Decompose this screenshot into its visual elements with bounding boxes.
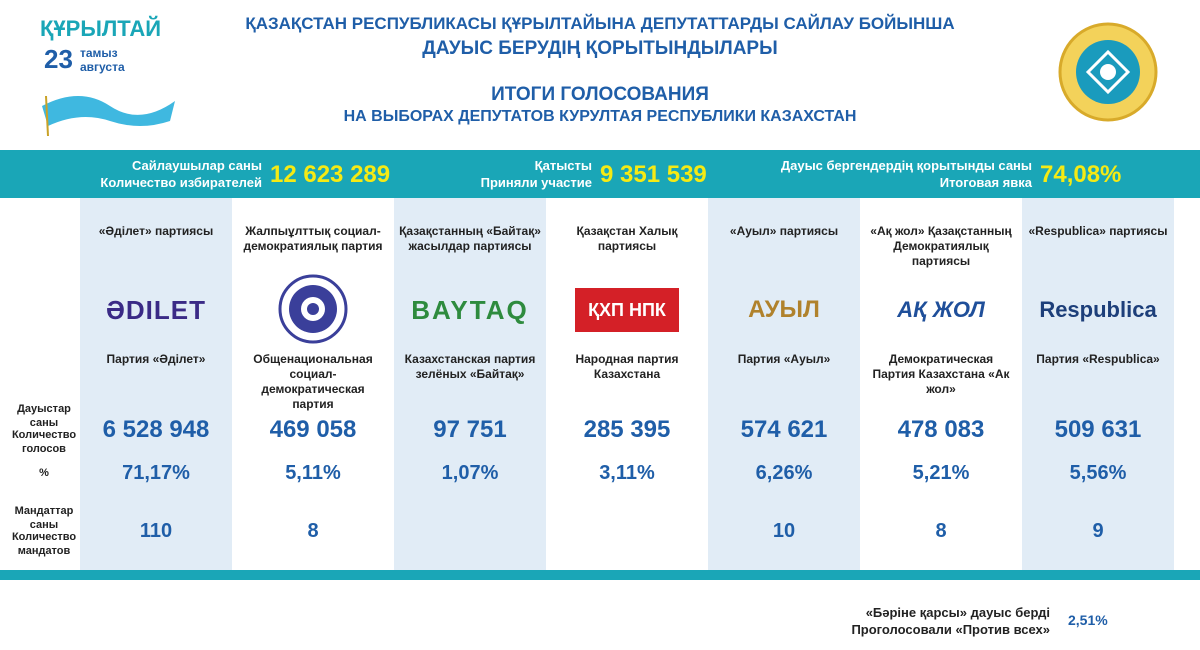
row-label: Дауыстар саны (17, 403, 71, 429)
row-label: % (39, 467, 49, 479)
party-mandates: 110 (139, 520, 173, 542)
party-percent: 5,56% (1069, 462, 1127, 484)
logo-day: 23 (44, 44, 73, 74)
row-label: Количество мандатов (11, 531, 77, 557)
party-name-ru: Казахстанская партия зелёных «Байтақ» (404, 352, 536, 381)
party-logo: BAYTAQ (411, 294, 529, 325)
party-logo: ӘDILET (106, 294, 206, 325)
party-column: «Ақ жол» Қазақстанның Демократиялық парт… (865, 198, 1017, 570)
against-all-label: «Бәріне қарсы» дауыс берді (865, 605, 1050, 620)
party-votes: 478 083 (897, 416, 985, 443)
party-mandates: 8 (307, 520, 319, 542)
title: НА ВЫБОРАХ ДЕПУТАТОВ КУРУЛТАЯ РЕСПУБЛИКИ… (343, 108, 857, 125)
party-logo: ҚХП НПК (575, 288, 679, 332)
summary-value: 9 351 539 (600, 161, 707, 188)
party-mandates: 9 (1092, 520, 1104, 542)
party-percent: 6,26% (755, 462, 813, 484)
summary-label: Приняли участие (480, 175, 592, 190)
party-logo: Respublica (1039, 297, 1157, 322)
party-logo (278, 274, 348, 344)
summary-value: 74,08% (1040, 161, 1122, 188)
party-logo: АҚ ЖОЛ (897, 297, 985, 322)
party-column: Қазақстан Халық партиясы ҚХП НПК Народная … (551, 198, 703, 570)
logo-month: тамыз (80, 46, 118, 60)
party-percent: 3,11% (599, 462, 655, 484)
party-percent: 1,07% (441, 462, 499, 484)
against-all-label: Проголосовали «Против всех» (851, 622, 1050, 637)
party-votes: 285 395 (583, 416, 671, 443)
summary-value: 12 623 289 (270, 161, 391, 188)
logo-word: ҚҰРЫЛТАЙ (40, 16, 162, 41)
divider (0, 570, 1200, 580)
party-name-kz: «Ауыл» партиясы (729, 224, 839, 238)
party-name-kz: «Әділет» партиясы (98, 224, 214, 238)
party-name-kz: «Respublica» партиясы (1028, 224, 1168, 238)
summary-label: Сайлаушылар саны (131, 158, 262, 173)
party-votes: 509 631 (1054, 416, 1142, 443)
party-column: «Respublica» партиясы Respublica Партия «R… (1022, 198, 1174, 570)
party-logo: АУЫЛ (748, 296, 820, 323)
party-column: «Ауыл» партиясы АУЫЛ Партия «Ауыл» 574 621 6… (708, 198, 860, 570)
title: ДАУЫС БЕРУДІҢ ҚОРЫТЫНДЫЛАРЫ (422, 38, 778, 59)
summary-label: Количество избирателей (100, 175, 262, 190)
party-name-ru: Демократическая Партия Казахстана «Ак жо… (872, 352, 1010, 396)
party-name-ru: Партия «Ауыл» (737, 352, 831, 366)
party-name-kz: Қазақстан Халық партиясы (576, 224, 678, 253)
summary-label: Қатысты (534, 158, 592, 173)
row-label: Количество голосов (11, 429, 77, 455)
title: ҚАЗАҚСТАН РЕСПУБЛИКАСЫ ҚҰРЫЛТАЙЫНА ДЕПУТ… (245, 14, 955, 33)
party-column: Жалпыұлттық социал-демократиялық партия О… (237, 198, 389, 570)
party-name-kz: Қазақстанның «Байтақ» жасылдар партиясы (399, 224, 541, 253)
party-column: «Әділет» партиясы ӘDILET Партия «Әділет» 6 … (80, 198, 232, 570)
party-name-ru: Партия «Respublica» (1036, 352, 1160, 366)
title: ИТОГИ ГОЛОСОВАНИЯ (491, 84, 709, 105)
party-name-ru: Общенациональная социал-демократическая … (253, 352, 373, 411)
election-logo: ҚҰРЫЛТАЙ 23 тамыз августа (40, 16, 180, 136)
against-all-value: 2,51% (1068, 612, 1108, 628)
party-percent: 5,21% (912, 462, 970, 484)
party-votes: 574 621 (740, 416, 828, 443)
cec-emblem (1058, 22, 1158, 122)
row-label: Мандаттар саны (14, 505, 74, 531)
party-mandates: 8 (935, 520, 947, 542)
summary-label: Итоговая явка (939, 175, 1032, 190)
summary-label: Дауыс бергендердің қорытынды саны (780, 158, 1032, 173)
party-column: Қазақстанның «Байтақ» жасылдар партиясы B… (394, 198, 546, 570)
party-percent: 71,17% (122, 462, 190, 484)
party-name-ru: Партия «Әділет» (106, 352, 206, 366)
party-name-kz: «Ақ жол» Қазақстанның Демократиялық парт… (870, 224, 1012, 268)
party-percent: 5,11% (285, 462, 341, 484)
party-name-ru: Народная партия Казахстана (575, 352, 679, 381)
party-votes: 469 058 (269, 416, 357, 443)
party-name-kz: Жалпыұлттық социал-демократиялық партия (243, 224, 383, 253)
flag-ribbon (42, 95, 175, 136)
summary-band (0, 150, 1200, 198)
party-votes: 97 751 (433, 416, 507, 443)
logo-month: августа (80, 60, 125, 74)
party-mandates: 10 (772, 520, 796, 542)
party-votes: 6 528 948 (102, 416, 210, 443)
